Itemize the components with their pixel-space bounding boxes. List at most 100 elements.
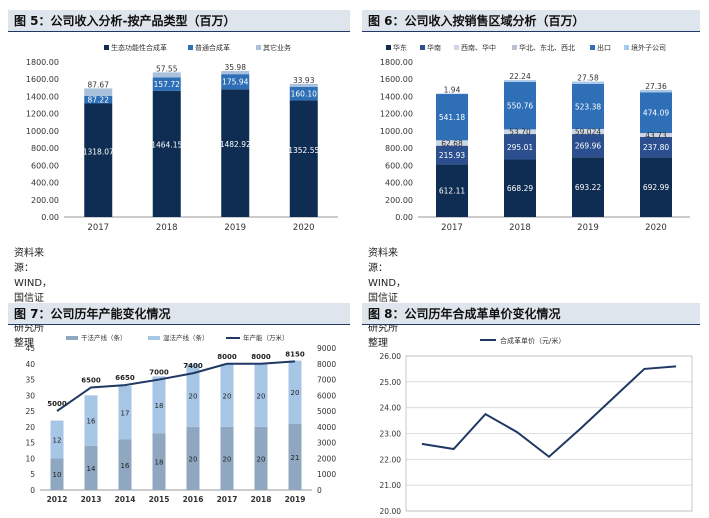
y-tick-label-right: 0	[317, 486, 322, 495]
y-tick-label: 800.00	[31, 144, 59, 153]
legend-label: 普通合成革	[195, 43, 230, 52]
y-tick-label: 1400.00	[380, 92, 413, 101]
legend-swatch	[188, 45, 193, 50]
legend-label: 年产能（万米）	[243, 333, 289, 342]
y-tick-label: 600.00	[385, 161, 413, 170]
bar-segment	[186, 363, 200, 427]
bar-segment	[84, 445, 98, 490]
y-tick-label: 0.00	[41, 213, 59, 222]
legend-swatch	[512, 45, 517, 50]
line-data-label: 6650	[115, 374, 135, 382]
data-label: 27.58	[577, 74, 599, 83]
legend-swatch	[624, 45, 629, 50]
y-tick-label: 26.00	[380, 352, 402, 361]
x-tick-label: 2019	[577, 223, 599, 233]
legend-label: 华南	[427, 43, 441, 52]
legend-label: 出口	[597, 43, 611, 52]
y-tick-label: 1800.00	[26, 58, 59, 67]
y-tick-label: 20.00	[380, 507, 402, 516]
y-tick-label: 400.00	[31, 179, 59, 188]
bar-segment	[254, 426, 268, 490]
chart-title-fig7: 图 7：公司历年产能变化情况	[8, 303, 350, 325]
legend-label: 西南、华中	[461, 43, 496, 52]
line-data-label: 8000	[251, 353, 271, 361]
data-label: 157.72	[154, 80, 180, 89]
bar-segment	[84, 88, 113, 96]
plot-frame	[405, 355, 693, 512]
x-tick-label: 2017	[87, 223, 109, 233]
bar-segment	[118, 385, 132, 440]
bar-segment	[436, 140, 468, 146]
data-label: 523.38	[575, 102, 601, 111]
y-tick-label-left: 10	[25, 454, 35, 463]
x-tick-label: 2019	[285, 495, 306, 504]
data-label: 20	[223, 455, 232, 463]
data-label: 1.94	[444, 86, 461, 95]
data-label: 1352.55	[288, 146, 319, 155]
bar-segment	[152, 376, 166, 434]
y-tick-label: 23.00	[380, 430, 402, 439]
bar-segment	[572, 81, 604, 84]
data-label: 53.70	[509, 128, 531, 137]
y-tick-label-right: 5000	[317, 407, 336, 416]
bar-segment	[221, 89, 250, 217]
y-tick-label-right: 8000	[317, 360, 336, 369]
x-tick-label: 2016	[183, 495, 204, 504]
data-label: 1318.07	[83, 148, 114, 157]
y-tick-label: 1800.00	[380, 58, 413, 67]
data-label: 541.18	[439, 113, 465, 122]
data-label: 20	[189, 392, 198, 400]
chart-capacity: 0 5 10 15 20 25 30 35 40 45 0 1000 2000 3000 4000 5000 6…	[25, 333, 336, 504]
y-tick-label-right: 6000	[317, 391, 336, 400]
y-tick-label: 800.00	[385, 144, 413, 153]
bar-segment	[504, 129, 536, 135]
data-label: 1482.92	[220, 140, 251, 149]
y-tick-label-right: 4000	[317, 423, 336, 432]
y-tick-label-left: 45	[25, 344, 35, 353]
bar-segment	[50, 458, 64, 490]
x-tick-label: 2018	[509, 223, 531, 233]
data-label: 215.93	[439, 151, 465, 160]
bar-segment	[254, 363, 268, 427]
y-tick-label: 1400.00	[26, 92, 59, 101]
data-label: 22.24	[509, 72, 531, 81]
x-tick-label: 2019	[224, 223, 246, 233]
y-tick-label: 1000.00	[26, 127, 59, 136]
y-tick-label: 1600.00	[26, 75, 59, 84]
bar-segment	[50, 420, 64, 459]
bar-segment	[152, 433, 166, 490]
bar-segment	[289, 86, 318, 101]
legend-label: 合成革单价（元/米）	[500, 336, 565, 345]
bar-segment	[504, 134, 536, 160]
chart-title-fig6: 图 6：公司收入按销售区域分析（百万）	[362, 10, 700, 32]
data-label: 59.024	[575, 128, 601, 137]
y-tick-label: 21.00	[380, 481, 402, 490]
bar-segment	[152, 72, 181, 78]
capacity-line	[56, 360, 296, 412]
bar-segment	[289, 100, 318, 217]
data-label: 20	[257, 392, 266, 400]
bar-segment	[640, 136, 672, 158]
data-label: 18	[155, 402, 164, 410]
y-tick-label-left: 20	[25, 423, 35, 432]
y-tick-label: 200.00	[31, 196, 59, 205]
legend-label: 境外子公司	[631, 43, 666, 52]
bar-segment	[221, 71, 250, 75]
line-data-label: 7400	[183, 362, 203, 370]
data-label: 175.94	[222, 78, 248, 87]
bar-segment	[152, 77, 181, 91]
bar-segment	[504, 81, 536, 130]
data-label: 668.29	[507, 184, 533, 193]
data-label: 27.36	[645, 82, 667, 91]
y-tick-label-left: 35	[25, 376, 35, 385]
data-label: 269.96	[575, 142, 601, 151]
y-tick-label-left: 30	[25, 391, 35, 400]
bar-segment	[504, 80, 536, 82]
y-tick-label-right: 2000	[317, 454, 336, 463]
data-label: 612.11	[439, 187, 465, 196]
x-tick-label: 2012	[47, 495, 68, 504]
price-line	[421, 365, 677, 459]
bar-segment	[84, 103, 113, 217]
data-label: 16	[87, 418, 96, 426]
y-tick-label: 1600.00	[380, 75, 413, 84]
